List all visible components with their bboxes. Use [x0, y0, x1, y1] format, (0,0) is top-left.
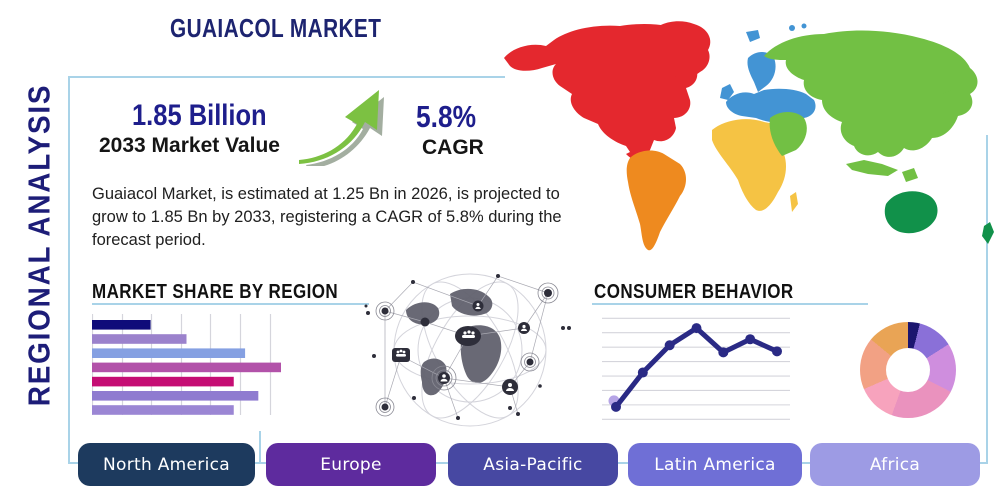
map-middle-east: [769, 112, 807, 156]
network-dots: [364, 274, 571, 420]
growth-arrow-icon: [299, 90, 384, 166]
map-north-america: [504, 24, 700, 157]
region-button-africa[interactable]: Africa: [810, 443, 980, 486]
page-title: GUAIACOL MARKET: [170, 13, 382, 43]
region-button-europe[interactable]: Europe: [266, 443, 436, 486]
market-value-stat: 1.85 Billion: [132, 99, 267, 132]
map-new-zealand: [982, 222, 994, 244]
map-australia: [884, 191, 938, 234]
region-button-latin-america[interactable]: Latin America: [628, 443, 802, 486]
map-uk: [720, 84, 734, 100]
map-indonesia: [846, 160, 898, 176]
market-description: Guaiacol Market, is estimated at 1.25 Bn…: [92, 185, 562, 250]
cagr-label: CAGR: [422, 136, 484, 159]
panel-border-top: [68, 76, 505, 78]
map-greenland: [650, 21, 711, 78]
market-share-underline: [92, 303, 369, 305]
cagr-stat: 5.8%: [416, 99, 477, 134]
consumer-behavior-section-title: CONSUMER BEHAVIOR: [594, 281, 794, 303]
world-map: [504, 21, 994, 251]
map-iceland: [746, 30, 760, 42]
market-share-section-title: MARKET SHARE BY REGION: [92, 281, 339, 303]
map-japan: [942, 90, 958, 108]
region-button-north-america[interactable]: North America: [78, 443, 255, 486]
globe-network-illustration: [364, 273, 571, 427]
market-share-bar-chart: [91, 314, 281, 415]
network-nodes: [364, 274, 571, 420]
map-madagascar: [790, 192, 798, 212]
map-south-america: [626, 150, 686, 251]
map-scandinavia: [747, 52, 776, 92]
market-value-label: 2033 Market Value: [99, 134, 280, 157]
side-vertical-label: REGIONAL ANALYSIS: [21, 83, 57, 407]
person-icon-glyphs: [396, 303, 527, 391]
donut-chart: [860, 322, 956, 418]
panel-border-right: [986, 135, 988, 464]
panel-border-left: [68, 76, 70, 464]
region-button-asia-pacific[interactable]: Asia-Pacific: [448, 443, 618, 486]
consumer-behavior-underline: [592, 303, 868, 305]
consumer-behavior-line-chart: [602, 317, 790, 420]
map-svalbard: [789, 25, 795, 31]
panel-connector-stub: [259, 431, 261, 462]
map-asia: [764, 30, 978, 157]
